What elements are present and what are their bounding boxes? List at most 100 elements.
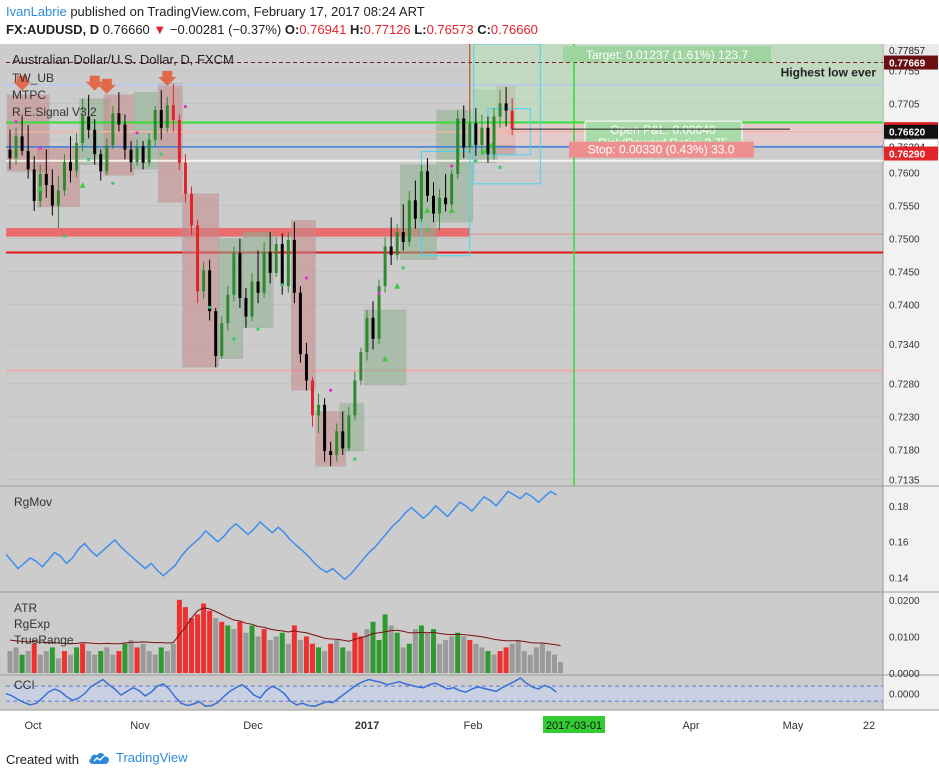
stop-label-bg bbox=[569, 141, 754, 158]
atr-bar bbox=[485, 651, 491, 673]
candle-body bbox=[177, 119, 181, 163]
atr-bar bbox=[213, 618, 219, 673]
atr-bar bbox=[116, 651, 122, 673]
rgmov-title: RgMov bbox=[14, 495, 52, 509]
price-tick-label: 0.7400 bbox=[889, 301, 920, 312]
time-tick-label: 22 bbox=[863, 720, 875, 732]
signal-box bbox=[400, 164, 437, 260]
atr-bar bbox=[515, 640, 521, 673]
atr-bar bbox=[424, 632, 430, 673]
atr-bar bbox=[412, 629, 418, 673]
signal-box bbox=[436, 109, 474, 223]
rgmov-tick-label: 0.18 bbox=[889, 502, 909, 513]
atr-bar bbox=[110, 654, 116, 673]
signal-dot bbox=[304, 276, 308, 280]
publish-info: IvanLabrie published on TradingView.com,… bbox=[6, 4, 425, 19]
atr-bar bbox=[509, 643, 515, 673]
price-label: 0.77857 bbox=[889, 46, 926, 57]
sell-arrow-icon bbox=[97, 78, 116, 94]
atr-bar bbox=[443, 640, 449, 673]
atr-bar bbox=[388, 625, 394, 673]
atr-bar bbox=[219, 621, 225, 673]
candle-body bbox=[105, 145, 109, 172]
candle-body bbox=[498, 103, 502, 117]
candle-body bbox=[81, 116, 85, 143]
atr-bar bbox=[189, 618, 194, 673]
symbol-name[interactable]: FX:AUDUSD, D bbox=[6, 22, 100, 37]
atr-bar bbox=[533, 647, 539, 673]
candle-body bbox=[244, 297, 248, 317]
atr-bar bbox=[267, 640, 273, 673]
candle-body bbox=[214, 311, 218, 357]
candle-body bbox=[292, 239, 296, 293]
support-zone bbox=[6, 228, 470, 237]
atr-bar bbox=[328, 643, 334, 673]
cci-tick-label: 0.0000 bbox=[889, 690, 920, 701]
candle-body bbox=[329, 451, 333, 455]
tradingview-link[interactable]: TradingView bbox=[88, 750, 188, 765]
atr-bar bbox=[297, 640, 303, 673]
chart-svg[interactable]: 0.7135 0.7180 0.7230 0.7280 0.7340 0.7400 0.74… bbox=[0, 44, 939, 744]
atr-bar bbox=[249, 625, 255, 673]
atr-bar bbox=[152, 654, 158, 673]
atr-bar bbox=[80, 643, 86, 673]
atr-bar bbox=[376, 640, 382, 673]
price-tick-label: 0.7340 bbox=[889, 340, 920, 351]
close-label: C: bbox=[477, 22, 491, 37]
atr-bar bbox=[285, 643, 291, 673]
candle-body bbox=[159, 109, 163, 128]
candle-body bbox=[20, 136, 24, 151]
price-tick-label: 0.7550 bbox=[889, 202, 920, 213]
candle-body bbox=[62, 162, 66, 191]
candle-body bbox=[450, 173, 454, 205]
signal-dot bbox=[135, 131, 139, 135]
atr-bar bbox=[394, 632, 400, 673]
atr-bar bbox=[364, 629, 370, 673]
atr-bar bbox=[400, 647, 406, 673]
candle-body bbox=[141, 146, 145, 163]
atr-bar bbox=[473, 643, 479, 673]
high-value: 0.77126 bbox=[363, 22, 411, 37]
atr-bar bbox=[55, 658, 61, 673]
signal-dot bbox=[183, 104, 187, 109]
chart-header: IvanLabrie published on TradingView.com,… bbox=[0, 0, 939, 44]
signal-dot bbox=[87, 157, 91, 162]
price-tick-label: 0.7705 bbox=[889, 99, 920, 110]
target-label-bg bbox=[563, 46, 771, 62]
candle-body bbox=[407, 200, 411, 242]
atr-tick-label: 0.0200 bbox=[889, 596, 920, 607]
price-label-bg bbox=[884, 44, 938, 58]
chart-area[interactable]: 0.7135 0.7180 0.7230 0.7280 0.7340 0.7400 0.74… bbox=[0, 44, 939, 744]
candle-body bbox=[462, 118, 466, 148]
atr-bar bbox=[182, 607, 188, 673]
sell-arrow-icon bbox=[158, 70, 177, 86]
cci-line bbox=[5, 677, 557, 708]
open-label: O: bbox=[284, 22, 300, 37]
atr-bar bbox=[558, 662, 564, 673]
price-label-bg bbox=[884, 146, 938, 161]
candle-body bbox=[353, 380, 357, 416]
candle-body bbox=[341, 431, 345, 449]
price-tick-label: 0.7230 bbox=[889, 413, 920, 424]
price-tick-label: 0.7755 bbox=[889, 66, 920, 77]
atr-bar bbox=[134, 647, 140, 673]
atr-bar bbox=[86, 651, 92, 673]
atr-bar bbox=[158, 647, 164, 673]
price-tick-label: 0.7135 bbox=[889, 475, 920, 486]
candle-body bbox=[432, 195, 435, 214]
signal-dot bbox=[159, 152, 163, 156]
atr-bar bbox=[479, 647, 485, 673]
candle-body bbox=[117, 113, 121, 125]
atr-bar bbox=[68, 654, 73, 673]
signal-dot bbox=[377, 291, 381, 295]
atr-tick-label: 0.0000 bbox=[889, 669, 920, 680]
candle-body bbox=[208, 270, 212, 312]
atr-bar bbox=[279, 632, 285, 673]
atr-bar bbox=[310, 643, 315, 673]
price-tick-label: 0.7600 bbox=[889, 169, 920, 180]
time-tick-label: Dec bbox=[243, 720, 263, 732]
atr-bar bbox=[164, 651, 170, 673]
signal-dot bbox=[62, 234, 66, 238]
author-link[interactable]: IvanLabrie bbox=[6, 4, 67, 19]
high-label: H: bbox=[349, 22, 364, 37]
